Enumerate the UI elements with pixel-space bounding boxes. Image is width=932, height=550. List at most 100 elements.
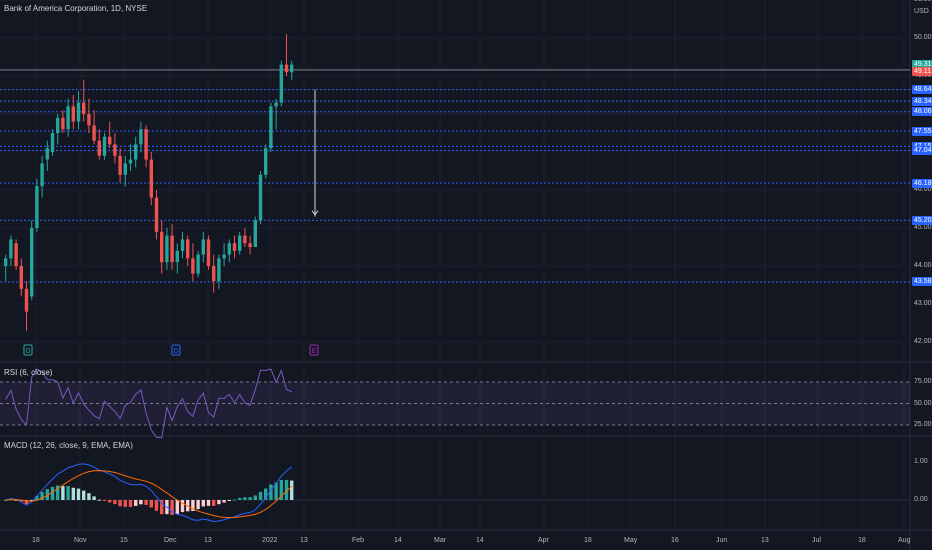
macd-histogram-bar [50, 486, 55, 500]
candle-body [128, 159, 133, 164]
candle-body [9, 239, 13, 259]
price-badge: 48.34 [912, 96, 932, 106]
time-axis-label: 14 [476, 537, 484, 544]
candle-body [144, 129, 148, 160]
macd-histogram-bar [30, 500, 34, 501]
candle-body [87, 114, 91, 126]
event-marker-box [171, 344, 181, 356]
macd-histogram-bar [253, 495, 257, 500]
time-axis-label: Jun [716, 537, 728, 544]
candle-body [118, 155, 122, 175]
macd-histogram-bar [212, 500, 216, 506]
price-badge: 43.58 [912, 277, 932, 287]
macd-histogram-bar [45, 488, 49, 500]
price-axis-label: 51.00 [914, 0, 932, 3]
macd-legend[interactable]: MACD (12, 26, close, 9, EMA, EMA) [4, 441, 133, 450]
time-axis-label: Apr [538, 537, 549, 544]
candle-body [61, 117, 65, 130]
macd-histogram-bar [170, 500, 174, 515]
candle-body [113, 144, 117, 156]
candle-body [71, 106, 75, 122]
candle-body [191, 258, 195, 274]
event-marker[interactable]: D [171, 344, 181, 356]
candle-body [134, 144, 138, 160]
candle-body [243, 235, 247, 244]
time-axis-label: 15 [120, 537, 128, 544]
macd-histogram-bar [160, 500, 164, 515]
event-marker-box [309, 344, 319, 356]
macd-histogram-bar [14, 499, 18, 501]
macd-histogram-bar [217, 500, 221, 505]
macd-histogram-bar [56, 485, 60, 500]
candle-body [76, 102, 81, 122]
price-badge: 45.20 [912, 215, 932, 225]
price-axis-label: 50.00 [914, 34, 932, 41]
macd-histogram-bar [123, 500, 127, 507]
macd-histogram-bar [118, 500, 122, 507]
time-axis-label: 18 [584, 537, 592, 544]
macd-histogram-bar [274, 482, 278, 500]
time-axis-label: Feb [352, 537, 365, 544]
candle-body [82, 102, 86, 114]
rsi-band [0, 382, 910, 425]
rsi-line [5, 368, 292, 439]
time-axis-label: 18 [32, 537, 40, 544]
macd-histogram-bar [154, 500, 159, 511]
candle-body [139, 129, 143, 145]
rsi-axis-label: 25.00 [914, 421, 932, 428]
time-axis-label: May [624, 537, 638, 544]
macd-histogram-bar [258, 491, 263, 500]
candle-body [56, 117, 60, 133]
macd-histogram-bar [134, 500, 138, 506]
price-badge: 49.31 [912, 59, 932, 69]
macd-histogram-bar [196, 500, 200, 510]
time-axis-label: 13 [204, 537, 212, 544]
time-axis-label: Nov [74, 537, 87, 544]
candle-body [290, 64, 294, 73]
macd-line [5, 463, 293, 523]
time-axis-label: Jul [812, 537, 821, 544]
time-axis-label: 14 [394, 537, 402, 544]
macd-histogram-bar [201, 500, 205, 507]
candle-body [154, 197, 159, 232]
event-marker[interactable]: D [23, 344, 33, 356]
event-marker-box [23, 344, 33, 356]
candle-body [170, 235, 174, 263]
candle-body [206, 239, 211, 266]
candle-body [102, 136, 107, 156]
candle-body [238, 235, 242, 251]
macd-histogram-bar [238, 497, 242, 500]
candle-body [274, 102, 278, 107]
price-axis-label: 43.00 [914, 300, 932, 307]
time-axis-label: Mar [434, 537, 447, 544]
macd-histogram-bar [102, 500, 107, 501]
candle-body [284, 64, 289, 73]
time-axis-label: 13 [300, 537, 308, 544]
macd-axis-label: 1.00 [914, 458, 928, 465]
candle-body [279, 64, 283, 103]
price-axis-label: 46.00 [914, 186, 932, 193]
event-marker-label: D [173, 348, 178, 355]
macd-histogram-bar [4, 500, 8, 501]
candle-body [180, 239, 185, 251]
time-axis-label: Dec [164, 537, 177, 544]
macd-histogram-bar [24, 500, 29, 505]
macd-histogram-bar [232, 499, 237, 501]
price-axis-label: 42.00 [914, 338, 932, 345]
event-marker[interactable]: E [309, 344, 319, 356]
macd-histogram-bar [191, 500, 195, 512]
macd-histogram-bar [149, 500, 153, 508]
price-axis-label: 44.00 [914, 262, 932, 269]
candle-body [217, 258, 221, 282]
macd-histogram-bar [128, 500, 133, 507]
macd-histogram-bar [279, 479, 283, 500]
macd-histogram-bar [35, 495, 39, 500]
price-badge: 47.04 [912, 145, 932, 155]
candle-body [108, 136, 112, 145]
macd-histogram-bar [113, 500, 117, 505]
rsi-legend[interactable]: RSI (6, close) [4, 368, 53, 377]
time-axis-label: 16 [671, 537, 679, 544]
macd-histogram-bar [76, 488, 81, 500]
